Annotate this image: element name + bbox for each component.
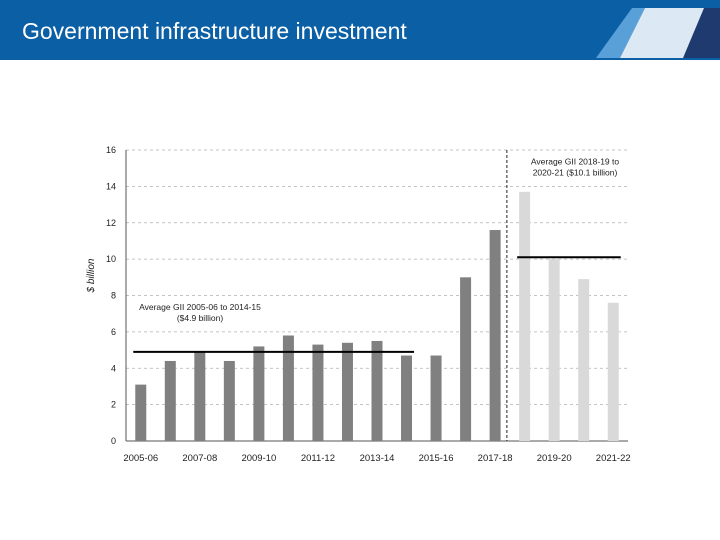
slide-title: Government infrastructure investment: [22, 18, 407, 44]
bar-actual: [430, 355, 442, 441]
bar-actual: [401, 355, 413, 441]
y-tick-label: 0: [111, 436, 116, 446]
y-tick-label: 12: [106, 218, 116, 228]
x-tick-label: 2019-20: [537, 453, 572, 464]
y-tick-label: 2: [111, 400, 116, 410]
bar-actual: [489, 230, 501, 441]
bar-actual: [135, 384, 147, 441]
y-tick-label: 16: [106, 145, 116, 155]
y-tick-label: 8: [111, 291, 116, 301]
bar-actual: [312, 344, 324, 441]
header-stripe-dark: [683, 8, 720, 58]
y-tick-label: 4: [111, 363, 116, 373]
bar-actual: [253, 346, 265, 441]
bar-actual: [371, 340, 383, 441]
y-axis-label: $ billion: [86, 258, 97, 293]
bar-actual: [460, 277, 472, 441]
average-label: ($4.9 billion): [177, 313, 223, 323]
bar-forecast: [578, 279, 590, 441]
bar-actual: [194, 351, 206, 441]
average-label: 2020-21 ($10.1 billion): [533, 168, 618, 178]
header-decoration: [596, 8, 720, 58]
bar-forecast: [519, 191, 531, 441]
x-tick-label: 2017-18: [478, 453, 513, 464]
bar-actual: [341, 342, 353, 441]
header-stripe-light: [596, 8, 645, 58]
y-tick-label: 6: [111, 327, 116, 337]
average-label: Average GII 2005-06 to 2014-15: [139, 302, 261, 312]
x-tick-label: 2009-10: [241, 453, 276, 464]
bar-forecast: [607, 302, 619, 441]
bar-actual: [223, 360, 235, 441]
bar-forecast: [548, 259, 560, 441]
bar-actual: [164, 360, 176, 441]
y-tick-label: 10: [106, 254, 116, 264]
x-tick-label: 2011-12: [301, 453, 335, 464]
x-tick-label: 2021-22: [596, 453, 631, 464]
average-label: Average GII 2018-19 to: [531, 157, 619, 167]
bar-actual: [282, 335, 294, 441]
x-tick-label: 2005-06: [123, 453, 158, 464]
y-tick-label: 14: [106, 181, 116, 191]
x-tick-label: 2007-08: [182, 453, 217, 464]
x-tick-label: 2013-14: [360, 453, 395, 464]
slide-header: Government infrastructure investment: [0, 0, 720, 60]
x-tick-label: 2015-16: [419, 453, 454, 464]
